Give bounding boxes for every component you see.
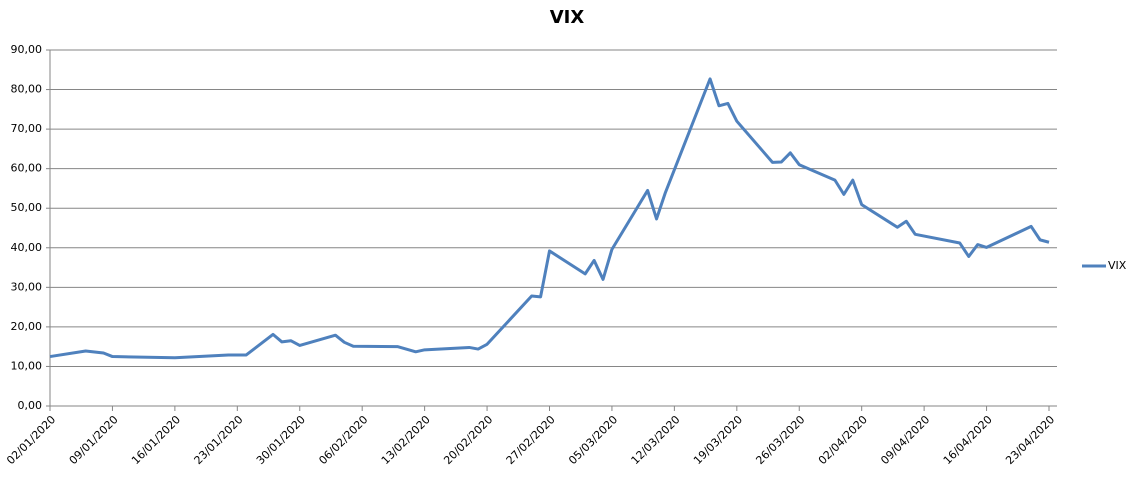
x-tick-label: 20/02/2020 (441, 413, 495, 467)
y-tick-label: 50,00 (11, 201, 43, 214)
y-tick-label: 20,00 (11, 320, 43, 333)
y-tick-label: 40,00 (11, 241, 43, 254)
x-tick-label: 02/04/2020 (816, 413, 870, 467)
x-tick-label: 02/01/2020 (4, 413, 58, 467)
x-tick-label: 23/04/2020 (1003, 413, 1057, 467)
x-tick-label: 12/03/2020 (629, 413, 683, 467)
y-tick-label: 80,00 (11, 83, 43, 96)
x-tick-label: 26/03/2020 (753, 413, 807, 467)
y-tick-label: 0,00 (18, 399, 43, 412)
y-tick-label: 30,00 (11, 280, 43, 293)
x-tick-label: 16/04/2020 (941, 413, 995, 467)
x-tick-label: 27/02/2020 (504, 413, 558, 467)
x-tick-label: 13/02/2020 (379, 413, 433, 467)
y-tick-label: 60,00 (11, 162, 43, 175)
data-line (49, 77, 1050, 360)
legend-label: VIX (1108, 259, 1126, 272)
chart-title: VIX (550, 7, 585, 28)
y-tick-label: 90,00 (11, 43, 43, 56)
x-tick-label: 30/01/2020 (254, 413, 308, 467)
x-tick-label: 09/04/2020 (878, 413, 932, 467)
y-tick-label: 10,00 (11, 359, 43, 372)
x-tick-label: 06/02/2020 (316, 413, 370, 467)
x-tick-label: 05/03/2020 (566, 413, 620, 467)
y-tick-label: 70,00 (11, 122, 43, 135)
x-tick-label: 23/01/2020 (192, 413, 246, 467)
x-tick-label: 19/03/2020 (691, 413, 745, 467)
x-tick-label: 16/01/2020 (129, 413, 183, 467)
x-tick-label: 09/01/2020 (67, 413, 121, 467)
